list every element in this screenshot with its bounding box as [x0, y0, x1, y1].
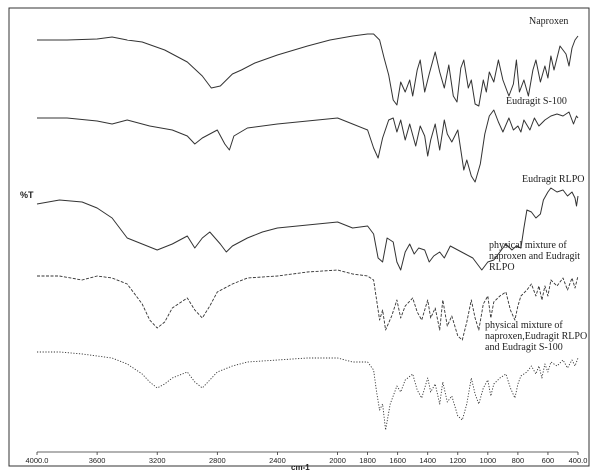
series-label-2: Eudragit S-100 [506, 96, 567, 107]
spectrum-line-3 [36, 187, 579, 271]
x-tick-label: 2000 [329, 456, 346, 465]
x-tick-label: 3600 [89, 456, 106, 465]
x-tick-label: 1600 [389, 456, 406, 465]
series-label-line: Naproxen [529, 16, 568, 27]
series-label-line: Eudragit RLPO [522, 174, 585, 185]
series-label-5: physical mixture of naproxen,Eudragit RLP… [485, 320, 587, 353]
x-tick-label: 1800 [359, 456, 376, 465]
series-label-1: Naproxen [529, 16, 568, 27]
series-label-line: naproxen,Eudragit RLPO [485, 331, 587, 342]
y-axis-label: %T [20, 190, 34, 200]
spectrum-line-4 [37, 269, 579, 341]
spectrum-line-5 [37, 351, 579, 431]
x-tick-label: 3200 [149, 456, 166, 465]
series-label-line: and Eudragit S-100 [485, 342, 563, 353]
series-label-line: RLPO [489, 262, 515, 273]
series-label-line: physical mixture of [489, 240, 567, 251]
x-tick-label: 1400 [419, 456, 436, 465]
series-label-line: physical mixture of [485, 320, 563, 331]
x-tick-label: 1000 [479, 456, 496, 465]
series-label-3: Eudragit RLPO [522, 174, 585, 185]
series-label-line: naproxen and Eudragit [489, 251, 580, 262]
spectrum-line-2 [37, 109, 579, 183]
x-tick-label: 600 [542, 456, 555, 465]
x-tick-label: 2800 [209, 456, 226, 465]
x-tick-label: 400.0 [569, 456, 588, 465]
x-tick-label: 2400 [269, 456, 286, 465]
x-tick-label: 1200 [449, 456, 466, 465]
x-axis-label: cm-1 [291, 463, 310, 472]
spectrum-line-1 [37, 33, 579, 107]
x-tick-label: 4000.0 [26, 456, 49, 465]
x-tick-label: 800 [512, 456, 525, 465]
plot-frame [8, 7, 590, 467]
series-label-line: Eudragit S-100 [506, 96, 567, 107]
series-label-4: physical mixture of naproxen and Eudragit… [489, 240, 580, 273]
